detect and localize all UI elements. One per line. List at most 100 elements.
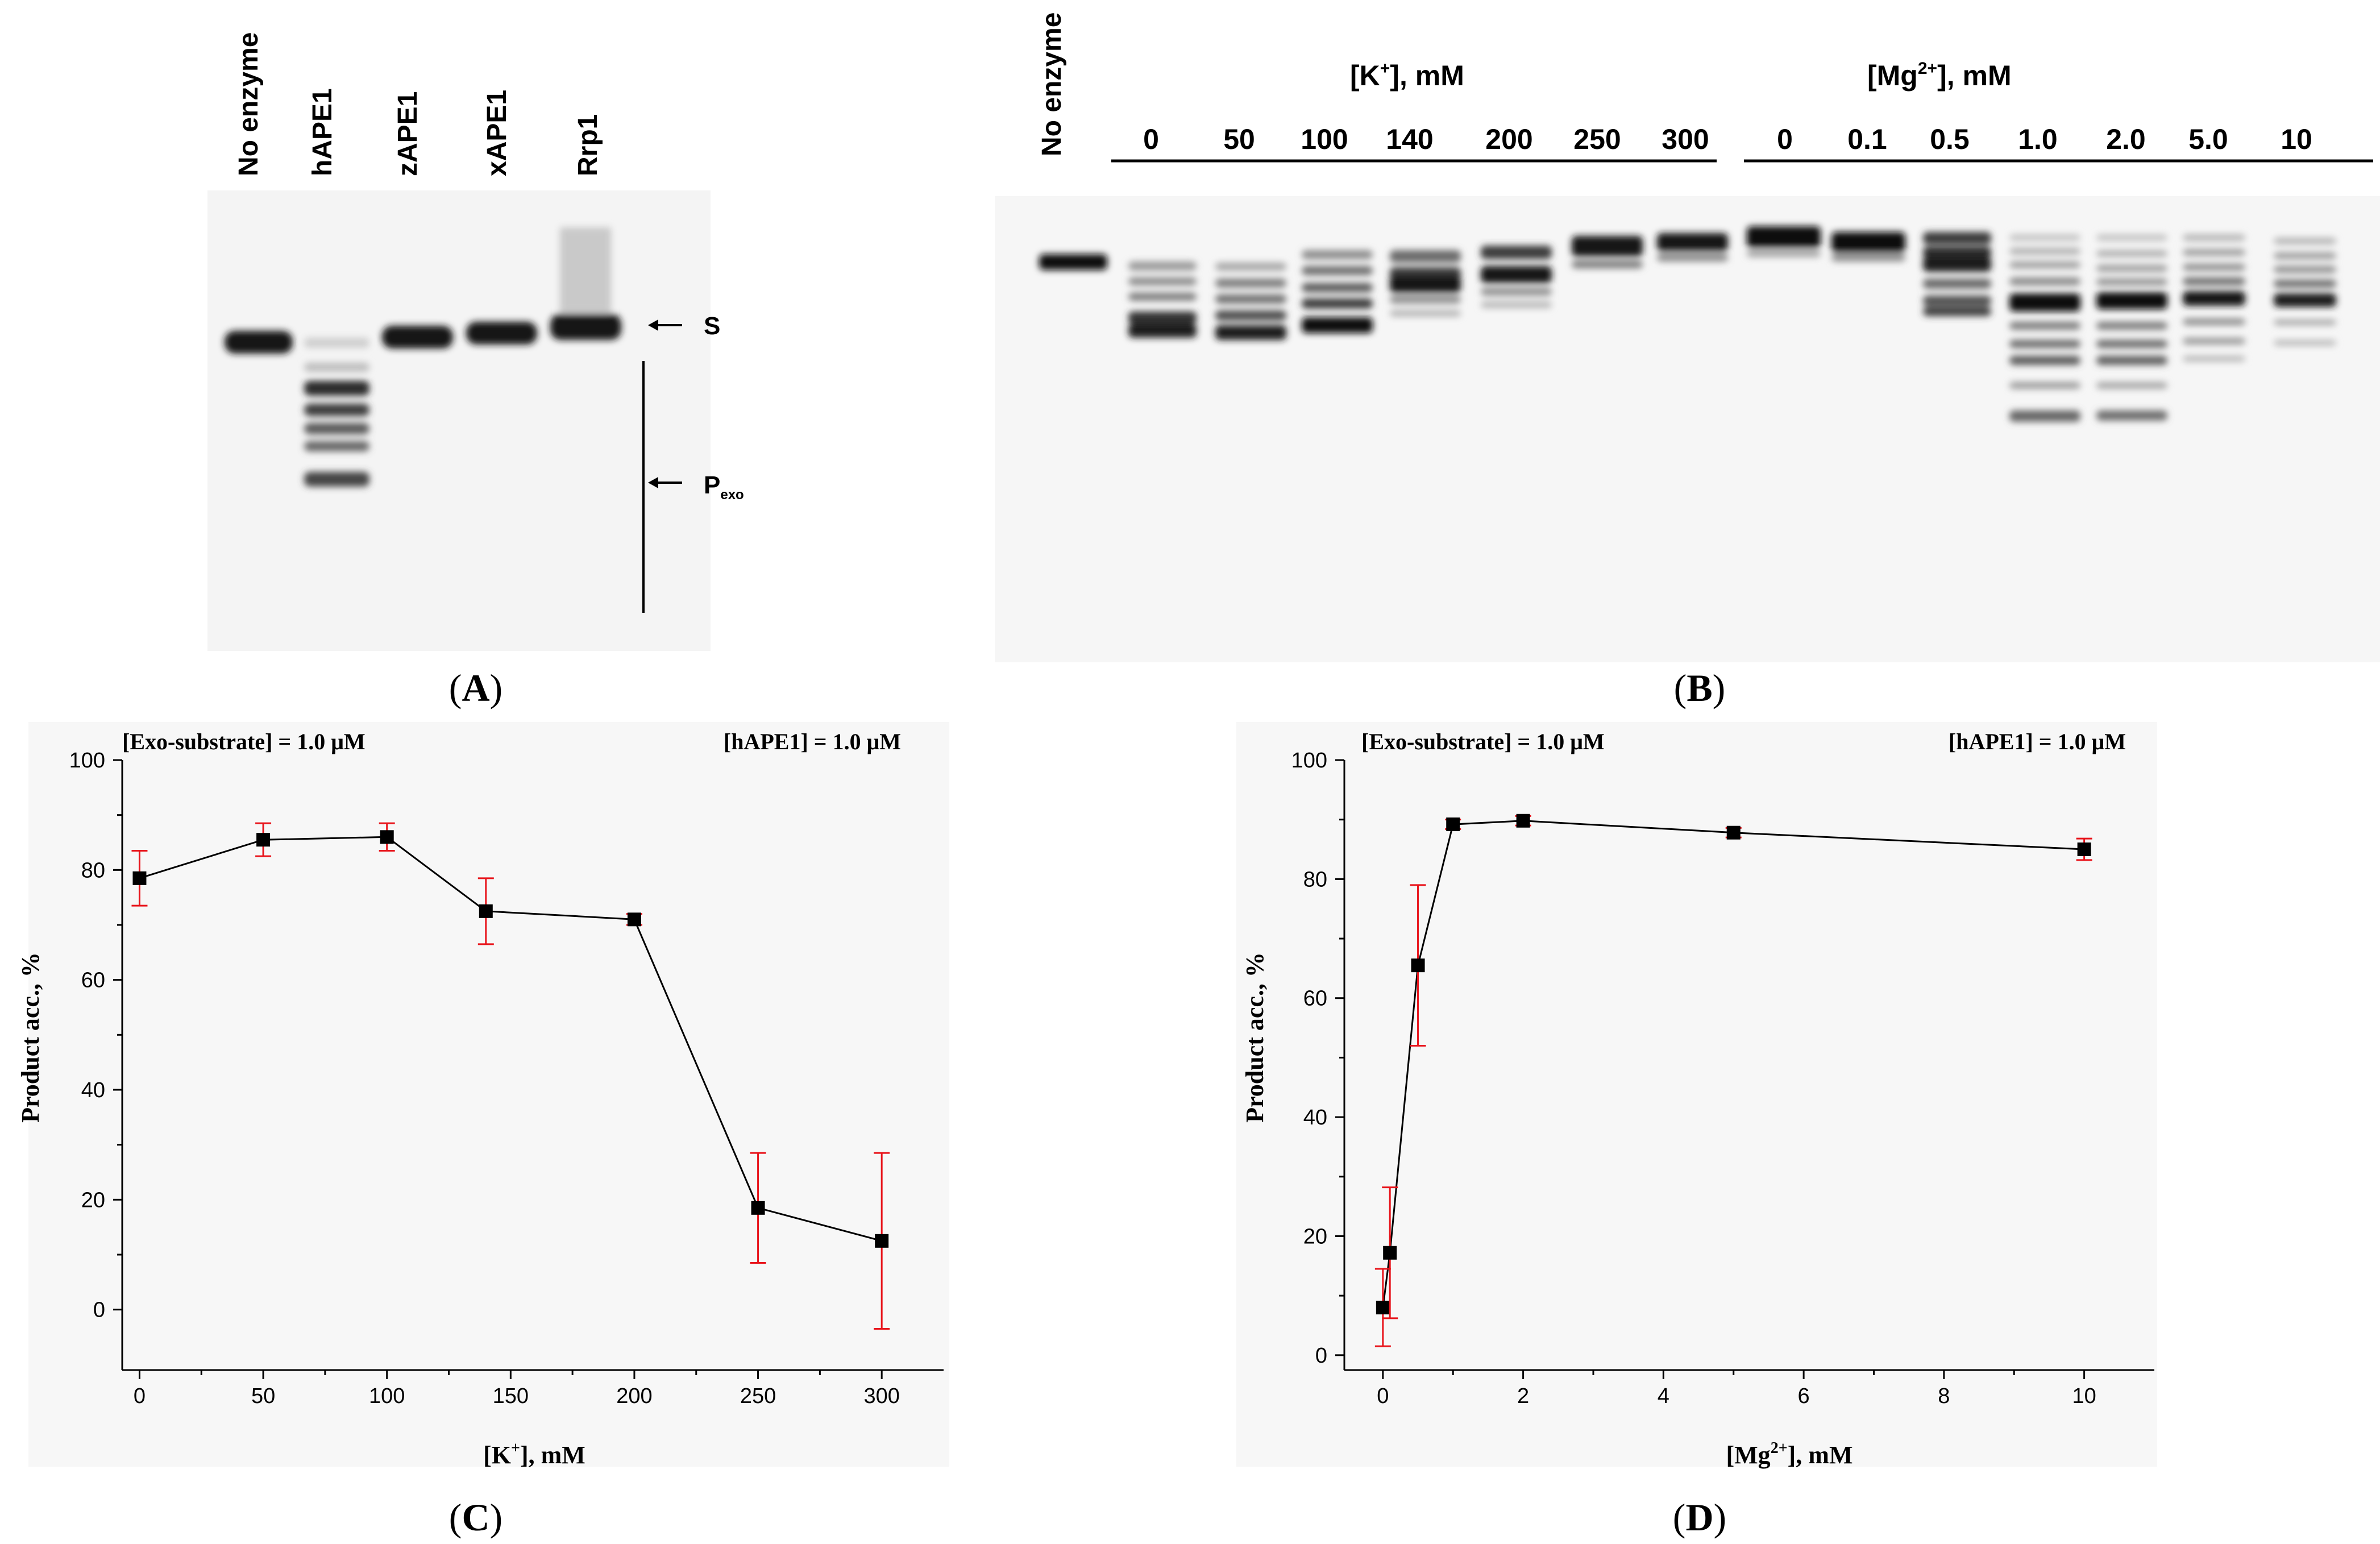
gel-b-band [2274,280,2336,288]
gel-b-band [1302,266,1373,275]
data-point [1383,1246,1397,1260]
gel-b-band [1923,279,1991,289]
chart-c: [Exo-substrate] = 1.0 μM [hAPE1] = 1.0 μ… [16,729,944,1469]
gel-b-band [2274,266,2336,273]
gel-b-band [2183,291,2245,306]
chart-c-background [28,722,949,1467]
gel-b-band [2009,356,2080,365]
gel-b-band [2009,293,2080,312]
band-a-rrp1-smear [560,227,611,313]
gel-b-band [1747,250,1821,257]
gel-b-band [1215,294,1286,304]
x-tick-label: 8 [1938,1384,1950,1408]
gel-b-band [2183,249,2245,256]
band-a-xape1-s [466,322,537,345]
gel-b-band [1390,276,1461,293]
gel-b-band [1923,296,1991,306]
gel-b-band [1215,263,1286,271]
gel-b-band [2183,277,2245,285]
chart-d-background [1236,722,2157,1467]
gel-b-band [2274,340,2336,346]
gel-b-band [2096,410,2167,421]
gel-b-k-label: 100 [1301,123,1348,155]
gel-b-no-enzyme-label: No enzyme [1037,13,1067,156]
x-tick-label: 150 [493,1384,529,1408]
marker-s: S [704,312,720,340]
lane-label-xape1: xAPE1 [482,90,512,176]
y-tick-label: 40 [1303,1106,1327,1130]
gel-b-band [2009,382,2080,389]
gel-b-mg-label: 1.0 [2018,123,2058,155]
chart-d-annotation-left: [Exo-substrate] = 1.0 μM [1361,729,1605,754]
gel-b-band [2274,293,2336,307]
band-a-hape1-4 [304,404,369,416]
gel-b-band [1215,325,1286,340]
gel-a-background [207,190,711,651]
gel-a-bands [225,227,621,487]
y-tick-label: 20 [1303,1225,1327,1248]
gel-b-band [1128,324,1197,338]
gel-b-band [1302,250,1373,259]
x-tick-label: 100 [369,1384,405,1408]
gel-b-band [1831,254,1905,262]
gel-b-band [1039,254,1107,270]
gel-b-band [2274,252,2336,259]
gel-b-mg-label: 5.0 [2188,123,2228,155]
chart-c-ylabel: Product acc., % [16,952,44,1123]
lane-label-rrp1: Rrp1 [573,114,603,176]
gel-b-k-label: 300 [1662,123,1709,155]
gel-b-band [2009,262,2080,268]
band-a-hape1-7 [304,472,369,487]
lane-label-no-enzyme: No enzyme [234,32,264,176]
panel-label-b: (B) [1674,666,1726,709]
gel-b-band [1481,246,1552,259]
x-tick-label: 10 [2072,1384,2096,1408]
lane-label-hape1: hAPE1 [308,88,338,176]
chart-d-xlabel: [Mg2+], mM [1726,1439,1853,1469]
panel-c: [Exo-substrate] = 1.0 μM [hAPE1] = 1.0 μ… [16,722,949,1539]
data-point [1376,1301,1390,1315]
band-a-hape1-1 [304,338,369,348]
gel-b-band [2009,410,2080,422]
chart-d-ylabel: Product acc., % [1241,952,1269,1123]
gel-b-mg-label: 2.0 [2106,123,2146,155]
chart-d-annotation-right: [hAPE1] = 1.0 μM [1949,729,2126,754]
gel-b-band [1128,277,1197,285]
gel-b-band [2096,292,2167,309]
gel-b-band [2096,265,2167,272]
x-tick-label: 300 [863,1384,899,1408]
data-point [1411,958,1425,973]
gel-b-k-header: [K+], mM [1350,59,1464,92]
gel-a-lane-labels: No enzyme hAPE1 zAPE1 xAPE1 Rrp1 [234,32,603,176]
y-tick-label: 40 [81,1078,105,1102]
data-point [1726,825,1741,840]
gel-b-band [1831,232,1905,252]
y-tick-label: 60 [81,969,105,993]
chart-c-xlabel: [K+], mM [483,1439,585,1469]
gel-b-band [2096,322,2167,330]
data-point [256,833,271,847]
x-tick-label: 0 [134,1384,146,1408]
x-tick-label: 6 [1798,1384,1810,1408]
gel-b-band [1128,293,1197,301]
panel-label-c: (C) [449,1496,502,1539]
gel-b-mg-label: 0.5 [1930,123,1970,155]
gel-b-band [2183,338,2245,345]
gel-b-band [1923,247,1991,258]
data-point [380,830,394,844]
data-point [479,904,493,918]
data-point [751,1201,765,1215]
chart-c-annotation-right: [hAPE1] = 1.0 μM [724,729,901,754]
gel-b-band [1657,233,1728,251]
gel-b-band [2183,234,2245,241]
band-a-no-enzyme-s [225,331,293,354]
gel-b-band [2183,356,2245,362]
gel-b-band [1572,236,1643,256]
gel-b-background [995,196,2380,662]
gel-b-band [1572,260,1643,268]
gel-b-band [2096,250,2167,257]
gel-b-mg-label: 0 [1777,123,1793,155]
chart-c-annotation-left: [Exo-substrate] = 1.0 μM [122,729,365,754]
gel-b-bands [1039,226,2336,422]
gel-b-concentration-labels: 0 50 100 140 200 250 300 0 0.1 0.5 1.0 2.0 5.0 10 [1143,123,2312,155]
